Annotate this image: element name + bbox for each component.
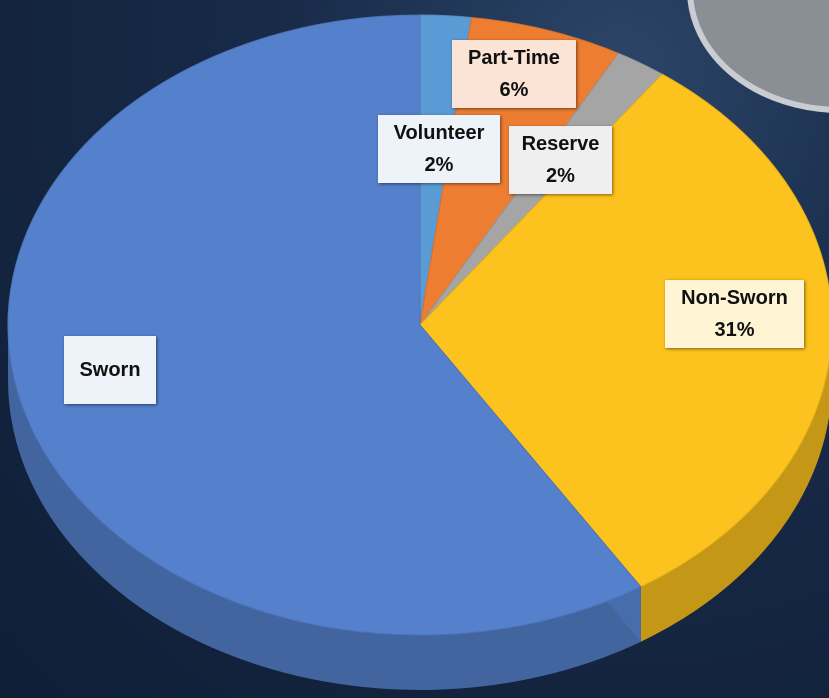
label-name: Part-Time	[468, 47, 560, 69]
slice	[7, 14, 642, 636]
data-label: Non-Sworn 31%	[665, 280, 804, 348]
label-name: Non-Sworn	[681, 287, 788, 309]
label-value: 31%	[714, 319, 755, 341]
label-name: Reserve	[521, 133, 600, 155]
data-label: Part-Time 6%	[452, 40, 576, 108]
label-value: 2%	[546, 165, 575, 187]
label-name: Volunteer	[393, 122, 485, 144]
label-value: 2%	[424, 154, 454, 176]
label-value: 6%	[499, 79, 529, 101]
label-name: Sworn	[79, 359, 141, 381]
slice	[419, 73, 829, 588]
slice-side	[640, 362, 829, 642]
data-label: Volunteer 2%	[378, 115, 500, 183]
decor-disc	[687, 0, 829, 113]
data-label: Reserve 2%	[509, 126, 612, 194]
data-label: Sworn	[64, 336, 156, 404]
slice-side	[8, 325, 641, 690]
